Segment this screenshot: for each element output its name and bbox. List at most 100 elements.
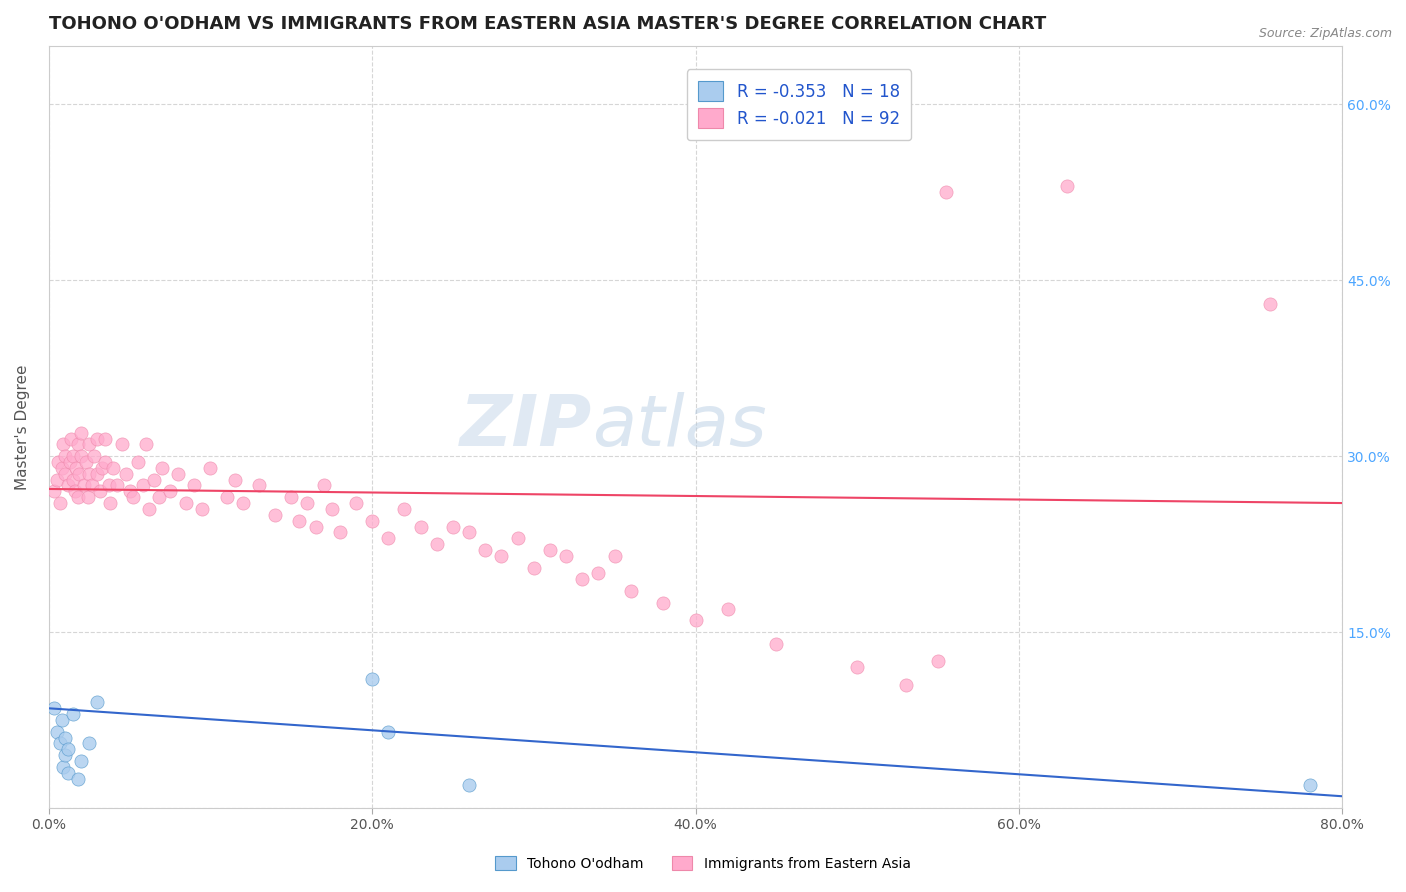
Point	[53, 449, 76, 463]
Point	[264, 508, 287, 522]
Point	[765, 637, 787, 651]
Point	[115, 467, 138, 481]
Point	[76, 490, 98, 504]
Point	[329, 525, 352, 540]
Point	[97, 478, 120, 492]
Point	[56, 742, 79, 756]
Point	[73, 478, 96, 492]
Point	[62, 707, 84, 722]
Point	[110, 437, 132, 451]
Point	[49, 496, 72, 510]
Point	[70, 754, 93, 768]
Point	[191, 502, 214, 516]
Point	[474, 543, 496, 558]
Point	[685, 613, 707, 627]
Point	[167, 467, 190, 481]
Point	[224, 473, 246, 487]
Point	[280, 490, 302, 504]
Point	[159, 484, 181, 499]
Point	[45, 473, 67, 487]
Point	[571, 572, 593, 586]
Point	[603, 549, 626, 563]
Point	[86, 467, 108, 481]
Legend: Tohono O'odham, Immigrants from Eastern Asia: Tohono O'odham, Immigrants from Eastern …	[489, 850, 917, 876]
Point	[53, 748, 76, 763]
Point	[103, 461, 125, 475]
Point	[42, 701, 65, 715]
Point	[86, 695, 108, 709]
Point	[60, 432, 83, 446]
Point	[344, 496, 367, 510]
Legend: R = -0.353   N = 18, R = -0.021   N = 92: R = -0.353 N = 18, R = -0.021 N = 92	[686, 70, 911, 140]
Point	[409, 519, 432, 533]
Point	[98, 496, 121, 510]
Point	[121, 490, 143, 504]
Point	[66, 772, 89, 786]
Point	[56, 765, 79, 780]
Point	[426, 537, 449, 551]
Point	[297, 496, 319, 510]
Point	[441, 519, 464, 533]
Point	[183, 478, 205, 492]
Point	[75, 455, 97, 469]
Point	[91, 461, 114, 475]
Point	[523, 560, 546, 574]
Point	[935, 186, 957, 200]
Point	[394, 502, 416, 516]
Point	[377, 724, 399, 739]
Point	[82, 478, 104, 492]
Point	[174, 496, 197, 510]
Point	[142, 473, 165, 487]
Point	[894, 678, 917, 692]
Point	[56, 478, 79, 492]
Point	[118, 484, 141, 499]
Point	[89, 484, 111, 499]
Point	[51, 713, 73, 727]
Point	[361, 514, 384, 528]
Point	[65, 461, 87, 475]
Point	[66, 490, 89, 504]
Text: TOHONO O'ODHAM VS IMMIGRANTS FROM EASTERN ASIA MASTER'S DEGREE CORRELATION CHART: TOHONO O'ODHAM VS IMMIGRANTS FROM EASTER…	[49, 15, 1046, 33]
Point	[49, 736, 72, 750]
Point	[62, 473, 84, 487]
Point	[62, 449, 84, 463]
Point	[52, 437, 75, 451]
Point	[77, 467, 100, 481]
Point	[70, 425, 93, 440]
Point	[86, 432, 108, 446]
Point	[150, 461, 173, 475]
Point	[127, 455, 149, 469]
Point	[1056, 179, 1078, 194]
Point	[63, 484, 86, 499]
Point	[652, 596, 675, 610]
Point	[94, 455, 117, 469]
Point	[70, 449, 93, 463]
Point	[69, 467, 91, 481]
Point	[312, 478, 335, 492]
Point	[361, 672, 384, 686]
Point	[288, 514, 311, 528]
Text: Source: ZipAtlas.com: Source: ZipAtlas.com	[1258, 27, 1392, 40]
Point	[138, 502, 160, 516]
Point	[48, 455, 70, 469]
Point	[45, 724, 67, 739]
Point	[247, 478, 270, 492]
Point	[304, 519, 326, 533]
Point	[506, 531, 529, 545]
Point	[927, 654, 949, 668]
Point	[1299, 778, 1322, 792]
Point	[491, 549, 513, 563]
Point	[200, 461, 222, 475]
Point	[846, 660, 869, 674]
Point	[377, 531, 399, 545]
Point	[59, 455, 82, 469]
Point	[52, 760, 75, 774]
Point	[538, 543, 561, 558]
Point	[458, 778, 481, 792]
Point	[94, 432, 117, 446]
Point	[717, 601, 740, 615]
Point	[66, 437, 89, 451]
Point	[1258, 296, 1281, 310]
Point	[105, 478, 128, 492]
Point	[555, 549, 578, 563]
